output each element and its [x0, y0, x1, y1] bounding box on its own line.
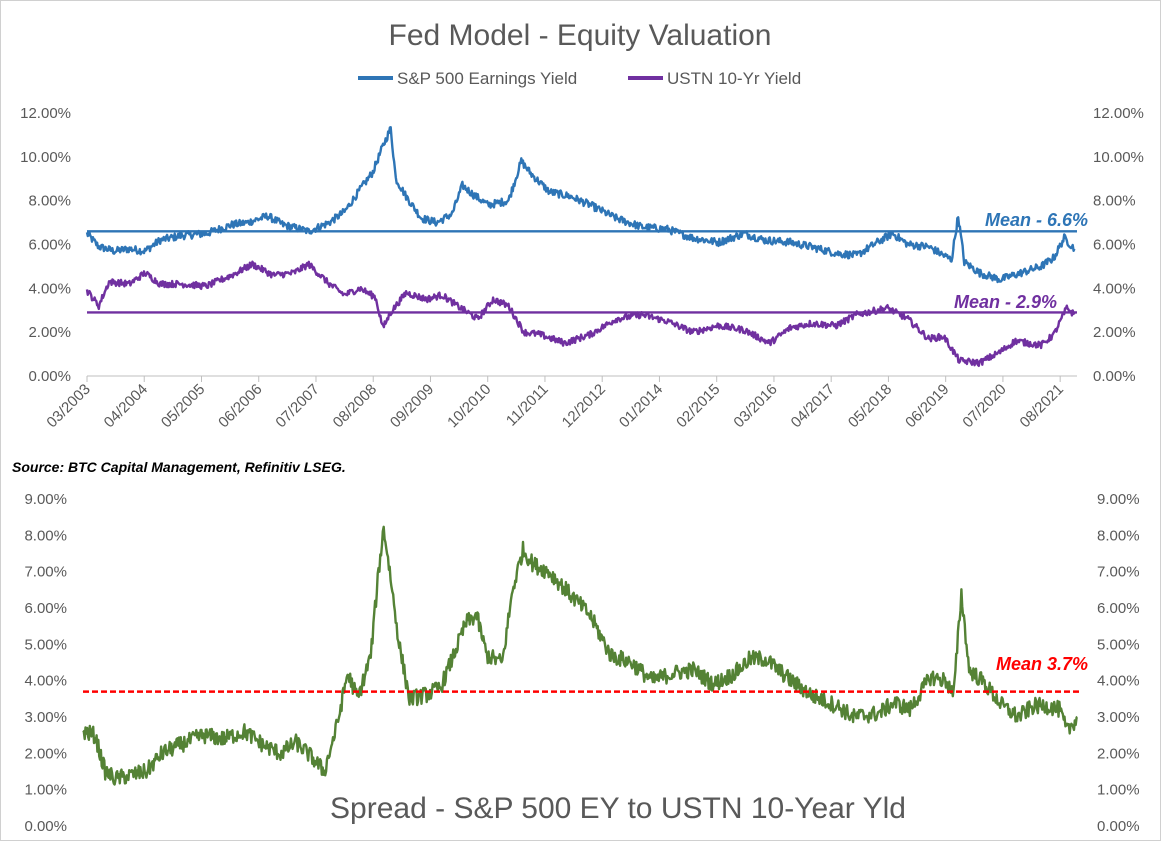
top-y-tick-right: 12.00% [1093, 105, 1144, 122]
top-x-tick-label: 05/2018 [845, 381, 895, 431]
top-x-tick-label: 10/2010 [444, 381, 494, 431]
legend: S&P 500 Earnings Yield USTN 10-Yr Yield [358, 69, 801, 88]
top-y-tick-right: 6.00% [1093, 237, 1136, 254]
top-x-tick-label: 06/2006 [215, 381, 265, 431]
top-x-tick-label: 03/2003 [43, 381, 93, 431]
top-y-tick-right: 0.00% [1093, 368, 1136, 385]
top-y-tick-left: 0.00% [28, 368, 71, 385]
bottom-y-tick-left: 0.00% [24, 818, 67, 835]
top-chart-axes: 0.00% 0.00% 2.00% 2.00% 4.00% 4.00% 6.00% 6.00%… [20, 105, 1144, 431]
bottom-y-tick-left: 1.00% [24, 782, 67, 799]
chart-title: Fed Model - Equity Valuation [389, 19, 772, 52]
top-y-tick-left: 8.00% [28, 193, 71, 210]
top-y-tick-left: 12.00% [20, 105, 71, 122]
earnings-yield-mean-label: Mean - 6.6% [985, 210, 1088, 230]
bottom-y-tick-right: 0.00% [1097, 818, 1140, 835]
bottom-y-tick-left: 7.00% [24, 564, 67, 581]
top-y-tick-left: 2.00% [28, 324, 71, 341]
top-x-tick-label: 07/2020 [959, 381, 1009, 431]
top-y-tick-right: 10.00% [1093, 149, 1144, 166]
top-x-tick-label: 05/2005 [158, 381, 208, 431]
bottom-y-tick-right: 6.00% [1097, 600, 1140, 617]
bottom-y-tick-right: 2.00% [1097, 745, 1140, 762]
top-y-tick-left: 6.00% [28, 237, 71, 254]
top-y-tick-left: 4.00% [28, 280, 71, 297]
bottom-y-tick-left: 4.00% [24, 673, 67, 690]
top-x-tick-label: 08/2021 [1017, 381, 1067, 431]
bottom-y-tick-right: 9.00% [1097, 491, 1140, 508]
top-x-tick-label: 08/2008 [330, 381, 380, 431]
top-x-tick-label: 04/2004 [101, 381, 151, 431]
bottom-y-tick-right: 1.00% [1097, 782, 1140, 799]
bottom-y-tick-left: 3.00% [24, 709, 67, 726]
spread-mean-label: Mean 3.7% [996, 654, 1088, 674]
legend-label-ustn-yield: USTN 10-Yr Yield [667, 69, 801, 88]
top-x-tick-label: 09/2009 [387, 381, 437, 431]
bottom-y-tick-right: 5.00% [1097, 636, 1140, 653]
top-x-tick-label: 12/2012 [559, 381, 609, 431]
top-y-tick-right: 8.00% [1093, 193, 1136, 210]
top-x-tick-label: 02/2015 [673, 381, 723, 431]
bottom-y-tick-right: 3.00% [1097, 709, 1140, 726]
top-y-tick-right: 2.00% [1093, 324, 1136, 341]
bottom-y-tick-right: 4.00% [1097, 673, 1140, 690]
spread-chart-title: Spread - S&P 500 EY to USTN 10-Year Yld [330, 792, 906, 825]
bottom-y-tick-left: 9.00% [24, 491, 67, 508]
legend-label-earnings-yield: S&P 500 Earnings Yield [397, 69, 577, 88]
top-y-tick-right: 4.00% [1093, 280, 1136, 297]
top-chart-plot-area: Mean - 6.6% Mean - 2.9% [85, 126, 1088, 367]
top-x-tick-label: 03/2016 [730, 381, 780, 431]
spread-line [82, 525, 1078, 786]
top-x-tick-label: 06/2019 [902, 381, 952, 431]
top-x-tick-label: 07/2007 [272, 381, 322, 431]
bottom-y-tick-right: 8.00% [1097, 527, 1140, 544]
earnings-yield-line [85, 126, 1076, 284]
ustn-yield-mean-label: Mean - 2.9% [954, 292, 1057, 312]
bottom-y-tick-left: 8.00% [24, 527, 67, 544]
top-x-tick-label: 04/2017 [788, 381, 838, 431]
bottom-y-tick-right: 7.00% [1097, 564, 1140, 581]
top-x-tick-label: 01/2014 [616, 381, 666, 431]
top-x-tick-label: 11/2011 [503, 381, 552, 430]
ustn-yield-line [85, 260, 1076, 367]
bottom-y-tick-left: 5.00% [24, 636, 67, 653]
bottom-y-tick-left: 2.00% [24, 745, 67, 762]
bottom-chart-plot-area: Mean 3.7% [82, 525, 1088, 786]
top-y-tick-left: 10.00% [20, 149, 71, 166]
bottom-chart-axes: 0.00% 0.00% 1.00% 1.00% 2.00% 2.00% 3.00% 3.00%… [24, 491, 1139, 835]
source-note: Source: BTC Capital Management, Refiniti… [12, 459, 346, 475]
bottom-y-tick-left: 6.00% [24, 600, 67, 617]
